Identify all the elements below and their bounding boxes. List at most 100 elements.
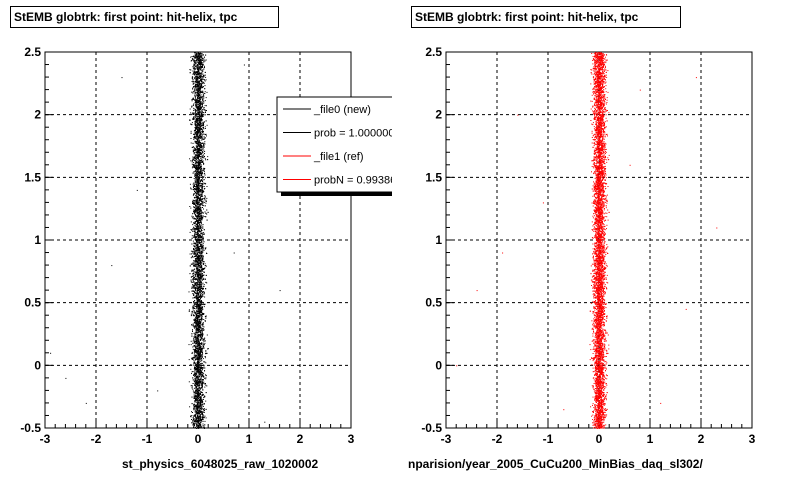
data-point [203,153,205,154]
data-point [201,176,203,178]
data-point [190,60,192,62]
data-point [202,358,204,360]
y-tick-label: 2.5 [24,45,41,59]
data-point [199,351,201,353]
data-point [194,327,196,329]
x-tick-label: 3 [348,432,355,446]
data-point [203,156,205,158]
data-point [201,277,203,279]
data-point [200,136,202,138]
data-point [200,113,202,115]
data-point [199,344,201,346]
data-point [202,184,204,186]
data-point [203,60,205,62]
data-point [200,101,202,103]
data-point [201,330,203,332]
data-point [199,139,201,141]
data-point [200,98,202,100]
data-point [203,375,205,377]
data-point [198,285,200,287]
data-point [202,411,204,413]
data-point [204,196,206,198]
data-point [190,368,192,370]
data-point [191,351,193,353]
data-point [192,150,194,152]
data-point [197,252,199,253]
data-point [193,245,195,247]
data-point [191,269,193,271]
data-point [201,159,203,161]
data-point [200,326,202,328]
data-point [205,112,206,113]
data-point [195,137,197,139]
data-point [191,163,193,165]
data-point [198,159,200,161]
data-point [203,233,205,235]
data-point [201,71,203,73]
data-point [195,140,197,142]
data-point [202,180,204,182]
data-point [202,178,204,180]
data-point [205,202,207,204]
data-point [199,69,201,71]
data-point [190,250,192,252]
data-point [192,309,194,311]
data-point [193,159,195,161]
data-point [194,346,196,348]
data-point [196,107,198,109]
data-point [205,199,207,201]
data-point [193,290,195,292]
data-point [194,173,196,175]
data-point [200,350,202,352]
data-point [189,206,191,207]
data-point [202,402,204,404]
data-point [198,386,200,388]
data-point [193,217,195,219]
data-point [206,197,208,199]
data-point [200,409,202,411]
data-point [206,186,208,187]
data-point [202,401,204,403]
data-point [198,102,200,104]
data-point [198,312,200,313]
data-point [195,316,196,318]
data-point [195,244,197,246]
data-point [201,126,203,128]
data-point [204,357,206,359]
data-point [202,146,204,148]
data-point [202,323,204,325]
data-point [193,394,195,396]
data-point [201,355,203,357]
data-point [200,426,202,428]
data-point [199,124,201,126]
data-point [192,67,194,69]
data-point [200,237,202,239]
data-point [205,362,207,364]
data-point [193,403,195,405]
data-point [192,357,193,359]
data-point [199,258,201,260]
data-point [198,254,200,256]
data-point [193,164,195,166]
data-point [203,188,205,190]
data-point [204,65,205,67]
data-point [192,216,194,218]
data-point [202,270,204,272]
data-point [197,423,199,425]
data-point [204,342,206,344]
data-point [192,297,194,299]
data-point [194,202,195,204]
data-point [203,128,205,130]
data-point [191,411,192,413]
data-point [198,100,200,102]
data-point [199,277,201,279]
data-point [191,372,192,374]
data-point [197,241,199,243]
data-point [200,94,202,96]
data-point [205,105,207,107]
data-point [204,420,206,422]
data-point [193,81,195,83]
data-point [195,183,197,185]
data-point [193,426,195,427]
plot2-title: StEMB globtrk: first point: hit-helix, t… [411,6,681,28]
